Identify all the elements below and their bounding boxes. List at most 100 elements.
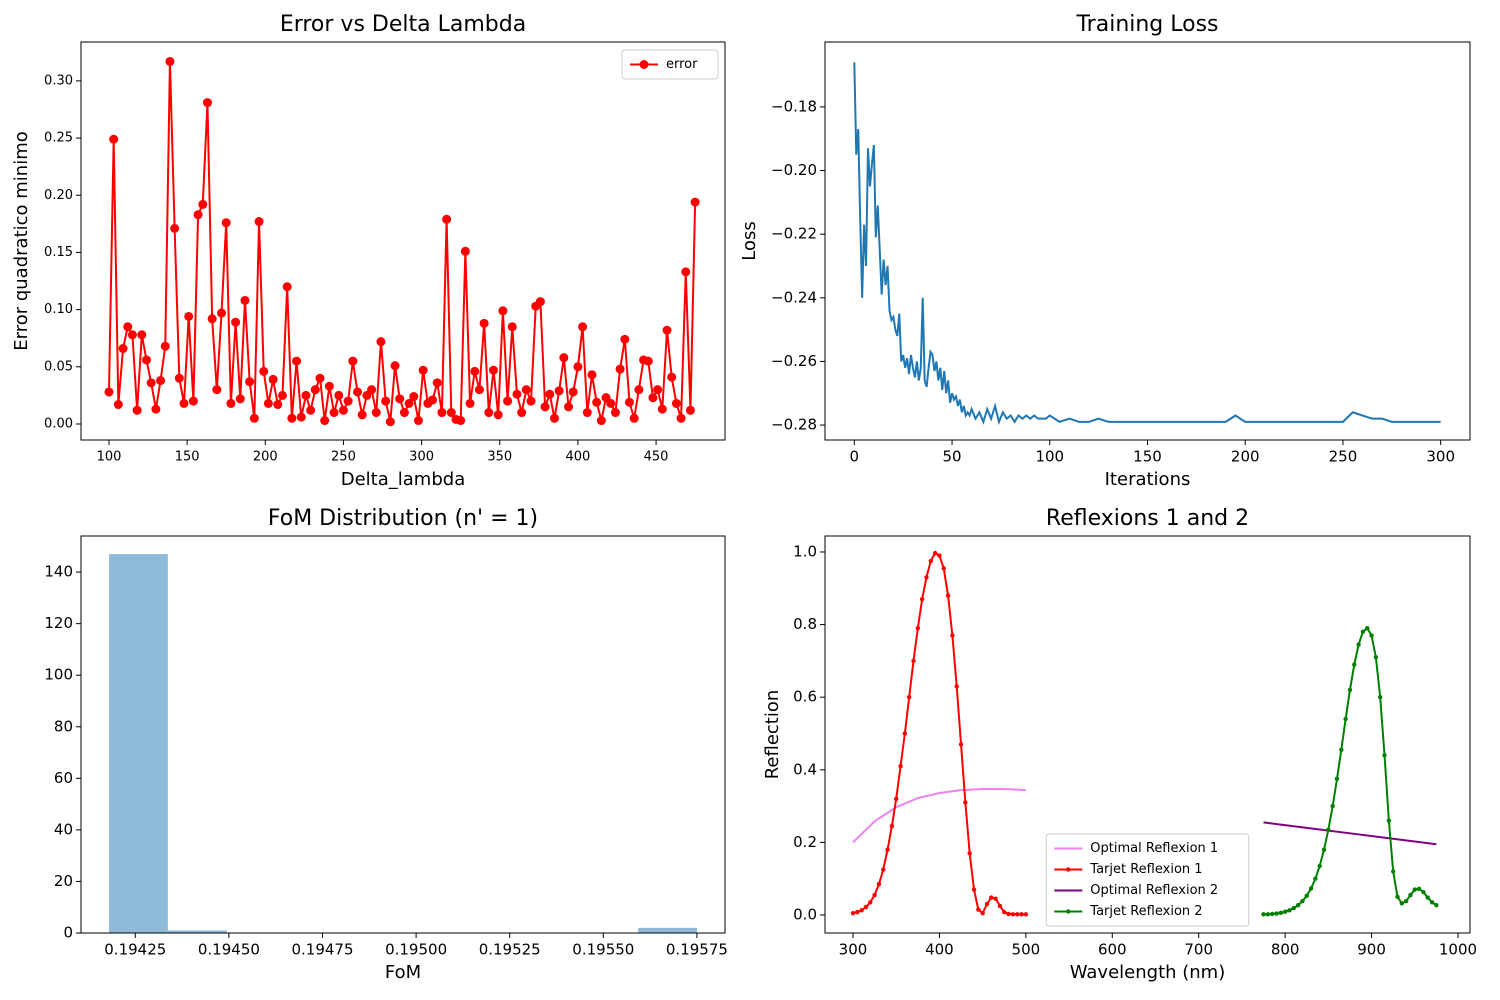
- line: [1263, 626, 1437, 916]
- marker: [1300, 898, 1305, 904]
- marker: [1429, 900, 1435, 905]
- marker: [863, 904, 869, 910]
- x-tick-label: 0.19500: [385, 941, 447, 959]
- marker: [535, 297, 545, 307]
- x-tick-label: 0.19475: [291, 941, 353, 959]
- y-axis-label: Loss: [739, 221, 760, 260]
- marker: [277, 390, 287, 400]
- legend-marker: [639, 60, 649, 69]
- marker: [1365, 626, 1370, 631]
- marker: [615, 364, 625, 374]
- marker: [690, 197, 700, 207]
- marker: [634, 385, 644, 395]
- marker: [132, 405, 142, 415]
- marker: [898, 763, 903, 769]
- marker: [127, 330, 137, 340]
- y-tick-label: 100: [44, 666, 73, 684]
- marker: [376, 337, 386, 347]
- marker: [404, 398, 414, 408]
- marker: [109, 134, 119, 144]
- y-tick-label: 140: [44, 563, 73, 581]
- legend-label: Optimal Reflexion 1: [1090, 841, 1218, 856]
- marker: [872, 892, 877, 898]
- marker: [442, 214, 452, 224]
- x-tick-label: 200: [1231, 448, 1260, 466]
- marker: [950, 633, 955, 638]
- y-tick-label: 40: [54, 820, 73, 838]
- x-tick-label: 800: [1271, 941, 1300, 959]
- x-tick-label: 400: [925, 941, 954, 959]
- x-tick-label: 400: [565, 450, 590, 465]
- marker: [967, 851, 972, 856]
- x-tick-label: 0: [850, 448, 860, 466]
- marker: [249, 413, 259, 423]
- marker: [371, 408, 381, 418]
- marker: [911, 658, 916, 664]
- marker: [1360, 629, 1366, 635]
- marker: [676, 413, 686, 423]
- marker: [254, 217, 264, 227]
- plot-area: [109, 554, 697, 933]
- marker: [315, 373, 325, 383]
- marker: [395, 394, 405, 404]
- marker: [428, 395, 438, 405]
- marker: [329, 408, 339, 418]
- y-axis-label: Error quadratico minimo: [11, 131, 32, 351]
- marker: [850, 910, 856, 916]
- marker: [320, 416, 330, 426]
- chart-title: FoM Distribution (n' = 1): [268, 506, 538, 531]
- x-tick-label: 450: [644, 450, 669, 465]
- legend-label: Tarjet Reflexion 2: [1089, 904, 1202, 919]
- marker: [456, 416, 466, 426]
- marker: [643, 356, 653, 366]
- marker: [1261, 912, 1266, 917]
- marker: [1356, 642, 1361, 647]
- marker: [484, 408, 494, 418]
- marker: [1265, 912, 1271, 917]
- marker: [1019, 912, 1024, 917]
- x-tick-label: 350: [487, 450, 512, 465]
- marker: [980, 910, 985, 916]
- marker: [1347, 687, 1353, 693]
- marker: [104, 387, 114, 397]
- marker: [1269, 911, 1275, 917]
- marker: [296, 412, 306, 422]
- marker: [202, 98, 212, 108]
- x-tick-label: 250: [1329, 448, 1358, 466]
- marker: [681, 267, 691, 277]
- y-tick-label: −0.18: [771, 97, 817, 115]
- y-tick-label: −0.20: [771, 161, 817, 179]
- marker: [1412, 887, 1417, 892]
- x-axis-label: Iterations: [1105, 469, 1191, 490]
- marker: [146, 378, 156, 388]
- marker: [357, 410, 367, 420]
- legend: error: [621, 49, 719, 80]
- y-tick-label: 0: [63, 924, 73, 942]
- marker: [592, 397, 602, 407]
- marker: [620, 334, 630, 344]
- marker: [118, 344, 128, 354]
- marker: [559, 353, 569, 363]
- marker: [245, 377, 255, 387]
- marker: [624, 397, 634, 407]
- marker: [310, 385, 320, 395]
- marker: [1434, 902, 1439, 908]
- panel: Error vs Delta Lambda Delta_lambda Error q…: [11, 12, 726, 490]
- marker: [997, 903, 1003, 909]
- marker: [268, 374, 278, 384]
- marker: [902, 731, 908, 736]
- marker: [324, 381, 334, 391]
- marker: [573, 362, 583, 372]
- axes-frame: [824, 41, 1471, 441]
- marker: [582, 408, 592, 418]
- marker: [240, 295, 250, 305]
- marker: [915, 626, 921, 631]
- y-tick-label: 0.20: [44, 188, 73, 203]
- x-axis-label: FoM: [385, 962, 421, 983]
- marker: [432, 378, 442, 388]
- marker: [437, 408, 447, 418]
- marker: [1010, 912, 1016, 917]
- y-tick-label: −0.26: [771, 352, 817, 370]
- marker: [1015, 912, 1020, 917]
- marker: [353, 387, 363, 397]
